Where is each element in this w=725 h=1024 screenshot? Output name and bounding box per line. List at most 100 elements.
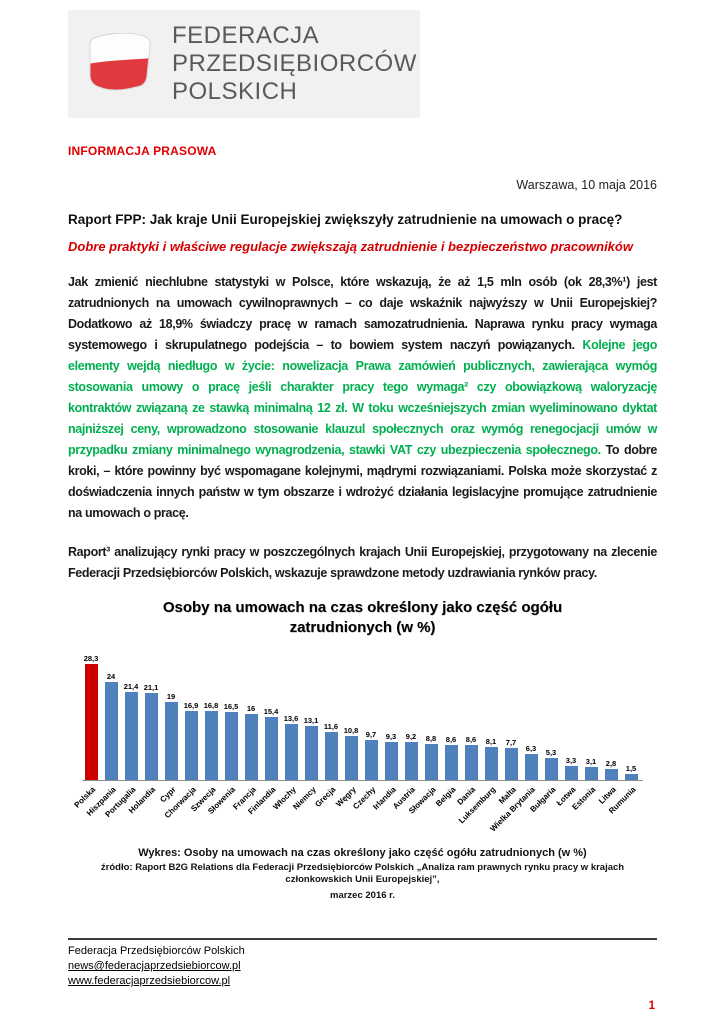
- bar-value-label: 15,4: [263, 706, 279, 716]
- chart-bar-column: 2,8 Litwa: [597, 758, 618, 805]
- chart-bar-column: 15,4 Finlandia: [246, 706, 279, 816]
- logo-line-3: POLSKICH: [172, 77, 298, 105]
- chart-bar-column: 16 Francja: [231, 703, 258, 811]
- bar-value-label: 8,8: [425, 733, 437, 743]
- bar-value-label: 16,5: [223, 701, 239, 711]
- bar-value-label: 6,3: [525, 743, 537, 753]
- bar-value-label: 21,1: [143, 682, 159, 692]
- chart-bar: [84, 663, 98, 780]
- logo-line-1: FEDERACJA: [172, 22, 320, 50]
- bar-value-label: 19: [166, 691, 176, 701]
- bar-value-label: 8,6: [465, 734, 477, 744]
- logo-wordmark: FEDERACJA PRZEDSIĘBIORCÓW POLSKICH: [172, 22, 417, 105]
- bar-value-label: 21,4: [123, 681, 139, 691]
- chart-bar: [504, 747, 518, 780]
- chart-bar: [344, 735, 358, 780]
- document-title: Raport FPP: Jak kraje Unii Europejskiej …: [68, 212, 623, 227]
- bar-value-label: 3,3: [565, 755, 577, 765]
- bar-value-label: 11,6: [323, 721, 339, 731]
- chart-bar: [424, 743, 438, 780]
- chart-bar-column: 13,1 Niemcy: [291, 715, 319, 811]
- chart-bar-column: 11,6 Grecja: [313, 721, 339, 809]
- chart-bar: [524, 753, 538, 780]
- bar-chart: Osoby na umowach na czas określony jako …: [68, 598, 657, 833]
- chart-bar-column: 1,5 Rumunia: [607, 763, 638, 815]
- bar-category-label: Belgia: [434, 784, 458, 808]
- chart-bar: [224, 711, 238, 780]
- second-paragraph: Raport³ analizujący rynki pracy w poszcz…: [68, 545, 657, 580]
- chart-bar: [124, 691, 138, 780]
- chart-bar-column: 9,7 Czechy: [351, 730, 378, 811]
- bar-value-label: 3,1: [585, 756, 597, 766]
- chart-bar: [244, 713, 258, 780]
- bar-value-label: 5,3: [545, 747, 557, 757]
- chart-bar: [144, 692, 158, 780]
- bar-value-label: 16,8: [203, 700, 219, 710]
- bar-value-label: 13,1: [303, 715, 319, 725]
- bar-value-label: 9,2: [405, 731, 417, 741]
- bar-value-label: 16: [246, 703, 256, 713]
- chart-bar-column: 5,3 Bułgaria: [528, 747, 558, 814]
- chart-bar: [604, 768, 618, 780]
- bar-value-label: 28,3: [83, 653, 99, 663]
- text-run: Kolejne jego elementy wejdą niedługo w ż…: [68, 338, 657, 457]
- document-subtitle: Dobre praktyki i właściwe regulacje zwię…: [68, 239, 633, 254]
- chart-bar-column: 6,3 Wielka Brytania: [489, 743, 538, 833]
- chart-bar: [624, 773, 638, 780]
- footer-website-link[interactable]: www.federacjaprzedsiebiorcow.pl: [68, 975, 231, 988]
- chart-title: Osoby na umowach na czas określony jako …: [162, 599, 563, 637]
- chart-bar-column: 24 Hiszpania: [85, 671, 118, 817]
- chart-bar: [324, 731, 338, 780]
- fpp-flag-logo-icon: [88, 32, 152, 96]
- chart-bar-column: 8,1 Luksemburg: [457, 737, 498, 825]
- chart-bar-column: 8,8 Słowacja: [407, 733, 438, 815]
- bar-value-label: 8,6: [445, 734, 457, 744]
- chart-bar-column: 8,6 Belgia: [434, 734, 458, 808]
- footer-email-link[interactable]: news@federacjaprzedsiebiorcow.pl: [68, 960, 241, 973]
- chart-bar: [104, 681, 118, 780]
- chart-bar-column: 9,2 Austria: [392, 731, 418, 810]
- chart-source-line-1: źródło: Raport B2G Relations dla Federac…: [100, 861, 625, 886]
- chart-bar: [464, 744, 478, 780]
- bar-value-label: 24: [106, 671, 116, 681]
- chart-bar-column: 21,4 Portugalia: [103, 681, 139, 819]
- chart-bar: [484, 746, 498, 780]
- chart-bar-column: 28,3 Polska: [73, 653, 99, 810]
- chart-bar-column: 3,1 Estonia: [571, 756, 598, 811]
- chart-bar-column: 19 Cypr: [158, 691, 178, 804]
- chart-bar: [164, 701, 178, 780]
- text-run: Jak zmienić niechlubne statystyki w Pols…: [68, 275, 657, 352]
- intro-paragraph: Jak zmienić niechlubne statystyki w Pols…: [68, 272, 657, 524]
- chart-bar-column: 21,1 Holandia: [127, 682, 159, 815]
- chart-bar: [304, 725, 318, 780]
- chart-bar: [564, 765, 578, 780]
- chart-bar: [364, 739, 378, 780]
- chart-caption: Wykres: Osoby na umowach na czas określo…: [138, 846, 587, 859]
- chart-bar-column: 16,8 Szwecja: [189, 700, 219, 813]
- bar-value-label: 16,9: [183, 700, 199, 710]
- footer-organization: Federacja Przedsiębiorców Polskich: [68, 945, 245, 957]
- bar-value-label: 2,8: [605, 758, 617, 768]
- bar-value-label: 13,6: [283, 713, 299, 723]
- chart-plot: 28,3 Polska 24 Hiszpania 21,4 Portugalia 21,1 H…: [73, 649, 643, 833]
- bar-value-label: 1,5: [625, 763, 637, 773]
- chart-plot-area: 28,3 Polska 24 Hiszpania 21,4 Portugalia 21,1 H…: [73, 649, 643, 833]
- chart-bar: [544, 757, 558, 780]
- chart-bar: [444, 744, 458, 780]
- dateline: Warszawa, 10 maja 2016: [516, 178, 657, 192]
- bar-value-label: 9,3: [385, 731, 397, 741]
- chart-bar: [284, 723, 298, 780]
- chart-bar-column: 16,9 Chorwacja: [162, 700, 199, 820]
- chart-bar: [264, 716, 278, 780]
- chart-bar: [384, 741, 398, 780]
- chart-bar-column: 9,3 Irlandia: [371, 731, 398, 811]
- chart-source-line-2: marzec 2016 r.: [330, 890, 395, 902]
- chart-bar-column: 10,8 Węgry: [334, 726, 359, 809]
- text-run: To dobre kroki, – które powinny być wspo…: [68, 443, 657, 520]
- logo-banner: FEDERACJA PRZEDSIĘBIORCÓW POLSKICH: [68, 10, 420, 118]
- chart-bar-column: 16,5 Słowenia: [206, 701, 239, 816]
- chart-bar: [184, 710, 198, 780]
- chart-bar: [584, 766, 598, 780]
- press-release-label: INFORMACJA PRASOWA: [68, 144, 217, 158]
